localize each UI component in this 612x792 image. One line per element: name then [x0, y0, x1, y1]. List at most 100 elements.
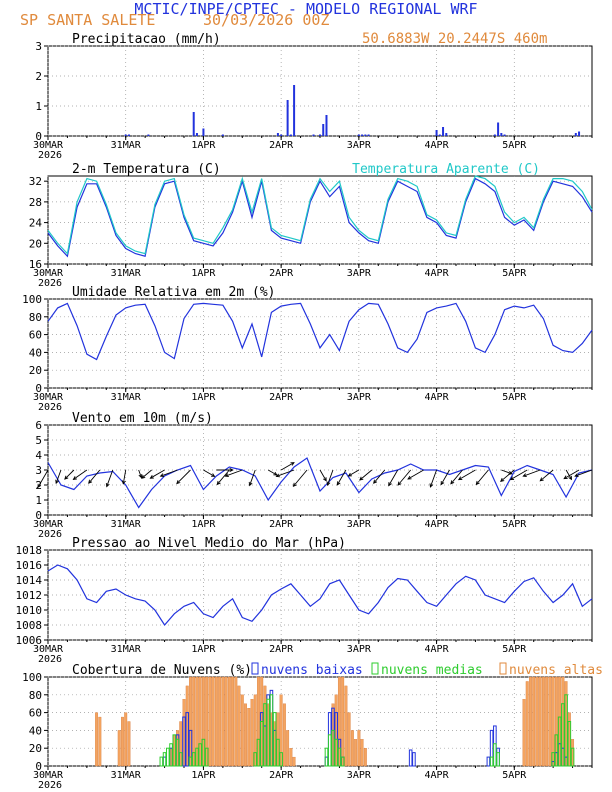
wind-vector-head: [568, 475, 572, 481]
cloud-bar: [95, 712, 99, 767]
cloud-bar: [535, 676, 539, 767]
wind-vector-head: [475, 480, 480, 486]
station-name: SP SANTA SALETE: [20, 11, 156, 29]
precip-bar: [221, 134, 224, 136]
cloud-legend-label: nuvens medias: [381, 663, 483, 678]
clouds-xtick-label: 4APR: [425, 770, 450, 781]
cloud-bar: [341, 676, 345, 767]
wind-vector-arrow: [500, 469, 515, 482]
cloud-bar: [191, 752, 196, 767]
precip-bar: [435, 130, 438, 136]
temp-ytick-label: 20: [29, 237, 42, 250]
cloud-bar: [548, 676, 552, 767]
wind-vector-head: [149, 475, 154, 479]
clouds-title: Cobertura de Nuvens (%): [72, 663, 252, 678]
wind-vector-arrow: [319, 469, 327, 481]
rh-xtick-label: 5APR: [502, 392, 527, 403]
wind-vector-arrow: [138, 469, 142, 478]
cloud-legend-swatch: [499, 662, 507, 675]
wind-vector-arrow: [563, 469, 580, 479]
wind-vector-head: [210, 473, 216, 477]
wind-ytick-label: 3: [35, 464, 42, 477]
wind-vector-head: [457, 476, 463, 481]
cloud-bar: [564, 694, 568, 767]
cloud-bar: [486, 756, 491, 767]
wind-vector-head: [105, 483, 110, 488]
wind-ytick-label: 1: [35, 494, 42, 507]
clouds-ytick-label: 80: [29, 689, 42, 702]
wind-vector-arrow: [407, 469, 424, 480]
cloud-bar: [201, 738, 206, 767]
wind-vector-arrow: [523, 469, 541, 477]
precip-bar: [276, 133, 279, 136]
wind-vector-head: [388, 482, 392, 487]
wind-vector-arrow: [249, 469, 256, 486]
pressure-ytick-label: 1012: [16, 589, 43, 602]
precip-bar: [497, 122, 500, 136]
precip-xtick-label: 1APR: [191, 140, 216, 151]
precip-ytick-label: 0: [35, 130, 42, 143]
cloud-bar: [237, 685, 241, 767]
cloud-bar: [551, 752, 555, 767]
cloud-bar: [98, 716, 102, 767]
wind-vector-head: [522, 473, 527, 478]
wind-vector-arrow: [510, 469, 528, 480]
wind-vector-head: [159, 473, 165, 478]
precip-bar: [367, 134, 370, 136]
wind-vector-arrow: [397, 469, 412, 486]
cloud-bar: [218, 676, 222, 767]
rh-frame: [47, 298, 593, 389]
cloud-bar: [259, 721, 264, 767]
wind-vector-head: [292, 482, 297, 487]
cloud-bar: [357, 730, 361, 767]
temp-ytick-label: 24: [29, 217, 43, 230]
precip-bar: [500, 133, 503, 136]
chart-main-title: MCTIC/INPE/CPTEC - MODELO REGIONAL WRF: [134, 0, 478, 18]
wind-vector-arrow: [203, 469, 215, 477]
pressure-title: Pressao ao Nivel Medio do Mar (hPa): [72, 536, 346, 551]
wind-vector-arrow: [267, 469, 278, 476]
cloud-legend-swatch: [251, 662, 259, 675]
rh-xtick-year: 2026: [38, 402, 62, 413]
cloud-bar: [208, 676, 212, 767]
temp-xtick-year: 2026: [38, 278, 62, 289]
temp-xtick-label: 31MAR: [111, 268, 142, 279]
wind-vector-head: [216, 480, 221, 486]
cloud-bar: [253, 752, 258, 767]
precip-bar: [493, 134, 496, 136]
cloud-bar: [244, 703, 247, 767]
cloud-bar: [363, 748, 367, 767]
pressure-ytick-label: 1010: [16, 604, 43, 617]
pressure-panel: [44, 549, 593, 644]
clouds-ytick-label: 100: [22, 671, 42, 684]
wind-vector-arrow: [64, 469, 75, 480]
pressure-xtick-year: 2026: [38, 654, 62, 665]
precip-bar: [364, 134, 367, 136]
precip-bar: [127, 134, 130, 136]
clouds-xtick-label: 2APR: [269, 770, 294, 781]
wind-vector-arrow: [276, 469, 295, 477]
cloud-bar: [344, 685, 348, 767]
cloud-bar: [327, 734, 332, 767]
cloud-bar: [266, 698, 270, 767]
pressure-ytick-label: 1018: [16, 544, 43, 557]
wind-vector-head: [88, 479, 93, 484]
wind-series-line: [47, 457, 593, 509]
wind-vector-arrow: [176, 469, 191, 484]
cloud-bar: [231, 676, 235, 767]
cloud-bar: [127, 721, 131, 767]
wind-vector-head: [397, 481, 402, 486]
pressure-xtick-label: 30MAR: [33, 644, 64, 655]
wind-vector-arrow: [141, 469, 152, 479]
wind-xtick-label: 3APR: [347, 519, 372, 530]
clouds-ytick-label: 40: [29, 724, 42, 737]
clouds-ytick-label: 0: [35, 760, 42, 773]
wind-vector-head: [64, 475, 69, 480]
wind-vector-head: [72, 476, 77, 480]
cloud-bar: [289, 748, 293, 767]
rh-ytick-label: 40: [29, 346, 42, 359]
wind-vector-arrow: [348, 469, 360, 477]
cloud-bar: [340, 756, 345, 767]
clouds-xtick-label: 31MAR: [111, 770, 142, 781]
wind-vector-head: [347, 472, 352, 477]
